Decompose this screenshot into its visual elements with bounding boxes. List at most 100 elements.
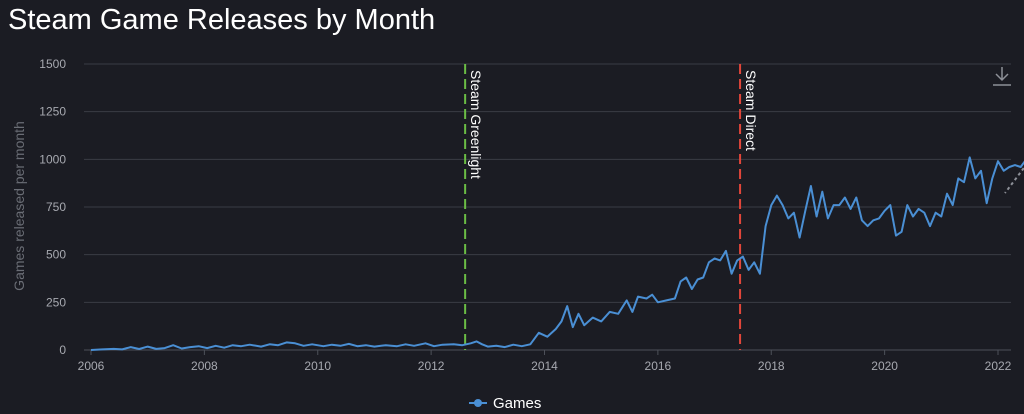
y-tick-label-250: 250 — [46, 295, 66, 309]
download-icon — [993, 67, 1011, 86]
series-point — [723, 248, 728, 253]
series-point — [695, 277, 700, 282]
series-point — [474, 339, 479, 344]
series-point — [570, 325, 575, 330]
x-tick-label-2022: 2022 — [985, 359, 1012, 373]
series-point — [111, 346, 116, 351]
x-tick-label-2020: 2020 — [871, 359, 898, 373]
series-trailing-segment — [1004, 166, 1024, 194]
legend[interactable]: Games — [469, 395, 541, 412]
series-point — [213, 343, 218, 348]
series-point — [825, 216, 830, 221]
series-point — [831, 203, 836, 208]
series-point — [865, 224, 870, 229]
series-point — [590, 315, 595, 320]
series-point — [293, 341, 298, 346]
series-point — [205, 346, 210, 351]
series-point — [752, 260, 757, 265]
series-point — [276, 343, 281, 348]
series-point — [729, 271, 734, 276]
series-point — [310, 342, 315, 347]
legend-label-games: Games — [493, 395, 541, 412]
series-point — [432, 344, 437, 349]
series-point — [678, 279, 683, 284]
series-point — [545, 334, 550, 339]
series-point — [599, 319, 604, 324]
y-axis: 0 250 500 750 1000 1250 1500 — [39, 57, 66, 357]
grid — [84, 63, 1011, 351]
series-point — [536, 330, 541, 335]
series-point — [616, 311, 621, 316]
series-point — [403, 342, 408, 347]
series-point — [267, 342, 272, 347]
series-point — [145, 344, 150, 349]
series-point — [859, 218, 864, 223]
x-tick-label-2014: 2014 — [531, 359, 558, 373]
series-point — [383, 343, 388, 348]
export-button[interactable] — [993, 67, 1011, 86]
series-point — [797, 235, 802, 240]
series-point — [230, 343, 235, 348]
series-point — [502, 345, 507, 350]
series-point — [757, 271, 762, 276]
annotation-label-steam-greenlight: Steam Greenlight — [468, 70, 484, 179]
series-point — [636, 294, 641, 299]
x-tick-label-2016: 2016 — [645, 359, 672, 373]
series-point — [196, 344, 201, 349]
series-point — [740, 254, 745, 259]
series-point — [1018, 165, 1023, 170]
x-tick-label-2006: 2006 — [78, 359, 105, 373]
series-point — [128, 345, 133, 350]
series-point — [684, 275, 689, 280]
y-tick-label-1500: 1500 — [39, 57, 66, 71]
series-point — [154, 346, 159, 351]
x-tick-label-2008: 2008 — [191, 359, 218, 373]
series-point — [979, 168, 984, 173]
series-point — [171, 343, 176, 348]
series-point — [888, 203, 893, 208]
series-point — [650, 292, 655, 297]
series-point — [179, 346, 184, 351]
series-point — [553, 327, 558, 332]
series-games[interactable] — [89, 111, 1024, 352]
series-point — [950, 203, 955, 208]
series-point — [786, 216, 791, 221]
series-point — [911, 214, 916, 219]
series-point — [882, 208, 887, 213]
legend-marker — [474, 399, 482, 407]
series-point — [89, 348, 94, 353]
series-point — [372, 344, 377, 349]
series-point — [769, 203, 774, 208]
annotations: Steam Greenlight Steam Direct — [464, 64, 759, 350]
series-point — [933, 210, 938, 215]
series-point — [468, 341, 473, 346]
series-point — [188, 345, 193, 350]
series-point — [945, 191, 950, 196]
series-point — [222, 345, 227, 350]
chart-title: Steam Game Releases by Month — [8, 4, 436, 36]
series-point — [701, 275, 706, 280]
x-axis: 2006 2008 2010 2012 2014 2016 2018 2020 2022 — [78, 349, 1012, 373]
series-point — [494, 343, 499, 348]
y-tick-label-500: 500 — [46, 248, 66, 262]
series-point — [848, 206, 853, 211]
series-point — [576, 311, 581, 316]
series-point — [120, 347, 125, 352]
series-point — [689, 287, 694, 292]
series-point — [967, 155, 972, 160]
series-point — [284, 340, 289, 345]
y-tick-label-1000: 1000 — [39, 152, 66, 166]
series-point — [460, 343, 465, 348]
series-point — [1007, 165, 1012, 170]
series-point — [259, 344, 264, 349]
series-point — [814, 214, 819, 219]
series-point — [559, 319, 564, 324]
series-point — [922, 210, 927, 215]
series-point — [511, 342, 516, 347]
series-point — [607, 309, 612, 314]
series-point — [395, 344, 400, 349]
series-point — [528, 342, 533, 347]
series-point — [990, 176, 995, 181]
y-axis-title: Games released per month — [11, 121, 27, 291]
